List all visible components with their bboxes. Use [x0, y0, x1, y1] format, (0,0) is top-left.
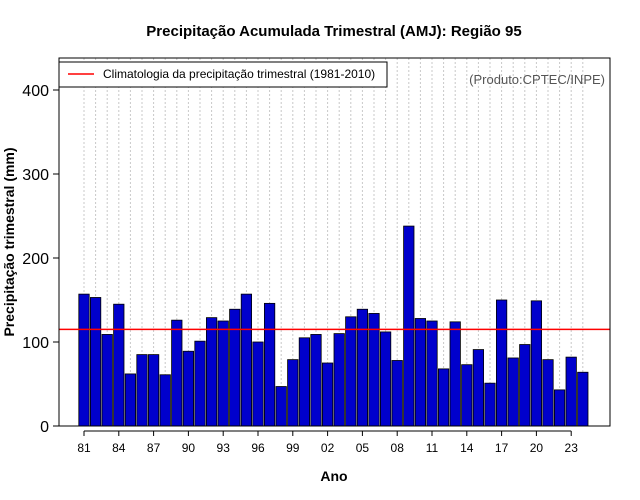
- y-axis-title: Precipitação trimestral (mm): [1, 147, 17, 336]
- bar-2023: [565, 356, 577, 427]
- bar-2014: [461, 364, 473, 427]
- bar-2020: [530, 300, 543, 427]
- bar-2004: [345, 316, 357, 427]
- bars-group: [78, 225, 589, 427]
- bar-1989: [171, 319, 183, 427]
- bar-2018: [507, 357, 519, 427]
- bar-1993: [217, 320, 229, 427]
- bar-1988: [159, 374, 171, 427]
- bar-1983: [101, 334, 113, 427]
- bar-1991: [194, 340, 206, 427]
- x-tick-label: 93: [217, 441, 231, 455]
- bar-1996: [252, 341, 264, 427]
- bar-2001: [310, 334, 322, 427]
- bar-2007: [379, 331, 392, 427]
- x-tick-label: 87: [147, 441, 161, 455]
- x-tick-label: 99: [286, 441, 300, 455]
- bar-1994: [229, 308, 241, 427]
- x-tick-label: 17: [495, 441, 509, 455]
- x-tick-label: 20: [530, 441, 544, 455]
- bar-2024: [577, 371, 589, 427]
- x-tick-label: 84: [112, 441, 126, 455]
- bar-2002: [321, 362, 334, 427]
- bar-2011: [426, 320, 438, 427]
- x-tick-label: 05: [356, 441, 370, 455]
- bar-2005: [356, 308, 369, 427]
- x-axis-title: Ano: [320, 468, 347, 484]
- bar-1998: [275, 386, 287, 427]
- bar-1997: [263, 302, 276, 427]
- x-tick-label: 23: [565, 441, 579, 455]
- bar-2003: [333, 333, 345, 427]
- legend: Climatologia da precipitação trimestral …: [58, 61, 388, 88]
- bar-1992: [205, 317, 218, 427]
- bar-2019: [519, 344, 531, 427]
- x-tick-label: 14: [460, 441, 474, 455]
- bar-1995: [240, 293, 252, 427]
- bar-1986: [136, 354, 148, 427]
- bar-2016: [484, 382, 496, 427]
- bar-1984: [113, 303, 125, 427]
- x-tick-label: 81: [77, 441, 91, 455]
- legend-label: Climatologia da precipitação trimestral …: [103, 67, 375, 81]
- bar-2010: [414, 318, 427, 427]
- x-axis-ticks: 81 84 87 90 93 96 99 02 05 08 11 14 17 20 23: [77, 430, 579, 455]
- bar-2013: [449, 321, 461, 427]
- chart-title: Precipitação Acumulada Trimestral (AMJ):…: [146, 23, 521, 40]
- bar-2021: [542, 359, 554, 427]
- product-annotation: (Produto:CPTEC/INPE): [469, 72, 605, 87]
- bar-1990: [182, 350, 194, 427]
- x-tick-label: 96: [251, 441, 265, 455]
- x-tick-label: 90: [182, 441, 196, 455]
- x-tick-label: 02: [321, 441, 335, 455]
- bar-2017: [495, 299, 508, 427]
- legend-box: [58, 61, 388, 88]
- bar-1982: [90, 297, 102, 427]
- bar-1981: [78, 293, 90, 427]
- bar-2015: [472, 349, 485, 427]
- grid-lines: [83, 58, 584, 426]
- bar-2000: [298, 337, 311, 427]
- bar-1985: [124, 373, 136, 427]
- bar-2006: [368, 313, 380, 427]
- bar-2012: [437, 368, 450, 427]
- bar-2022: [554, 389, 566, 427]
- bar-1987: [147, 354, 160, 427]
- y-tick-label: 0: [40, 419, 49, 436]
- y-tick-label: 200: [22, 251, 49, 268]
- x-tick-label: 08: [391, 441, 405, 455]
- bar-2008: [391, 360, 403, 427]
- y-axis-ticks: 0 100 200 300 400: [22, 83, 59, 436]
- y-tick-label: 300: [22, 167, 49, 184]
- y-tick-label: 100: [22, 335, 49, 352]
- y-tick-label: 400: [22, 83, 49, 100]
- bar-1999: [287, 359, 299, 427]
- x-tick-label: 11: [426, 441, 439, 455]
- bar-2009: [403, 225, 415, 427]
